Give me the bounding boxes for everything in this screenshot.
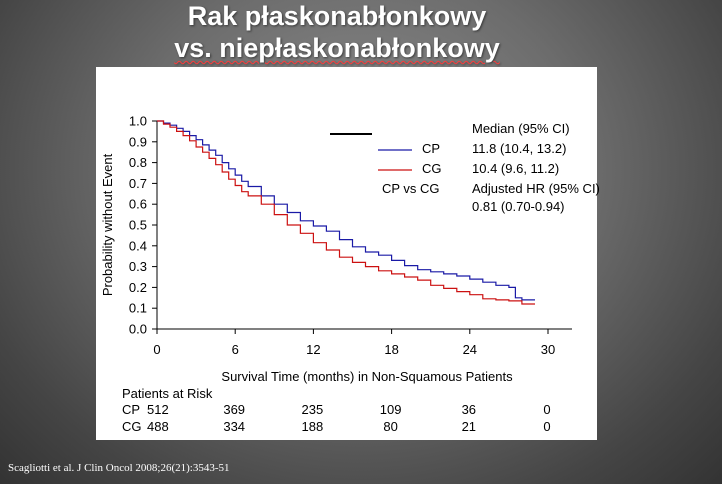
y-tick-label: 0.7 bbox=[129, 176, 147, 191]
legend-cg-name: CG bbox=[422, 161, 442, 176]
slide-title-line1-text: Rak płaskonabłonkowy bbox=[187, 1, 487, 31]
risk-row-label: CG bbox=[122, 419, 142, 434]
risk-cell: 488 bbox=[147, 419, 169, 434]
risk-cell: 36 bbox=[462, 402, 476, 417]
x-tick-label: 0 bbox=[153, 342, 160, 357]
citation: Scagliotti et al. J Clin Oncol 2008;26(2… bbox=[8, 462, 230, 474]
y-tick-label: 0.9 bbox=[129, 134, 147, 149]
y-tick-label: 0.0 bbox=[129, 322, 147, 337]
y-tick-label: 0.4 bbox=[129, 238, 147, 253]
risk-cell: 21 bbox=[462, 419, 476, 434]
risk-cell: 235 bbox=[302, 402, 324, 417]
y-tick-label: 0.3 bbox=[129, 259, 147, 274]
risk-cell: 334 bbox=[223, 419, 245, 434]
risk-cell: 0 bbox=[543, 402, 550, 417]
legend-hr-header: Adjusted HR (95% CI) bbox=[472, 181, 600, 196]
risk-cell: 0 bbox=[543, 419, 550, 434]
risk-table-header: Patients at Risk bbox=[122, 386, 213, 401]
x-tick-label: 18 bbox=[384, 342, 398, 357]
legend-median-header: Median (95% CI) bbox=[472, 121, 570, 136]
series-line-cg bbox=[157, 120, 535, 305]
y-tick-label: 0.6 bbox=[129, 197, 147, 212]
chart-panel bbox=[96, 67, 597, 440]
legend-cp-name: CP bbox=[422, 141, 440, 156]
risk-row-label: CP bbox=[122, 402, 140, 417]
y-tick-label: 1.0 bbox=[129, 114, 147, 129]
risk-cell: 188 bbox=[302, 419, 324, 434]
risk-cell: 512 bbox=[147, 402, 169, 417]
x-tick-label: 24 bbox=[463, 342, 477, 357]
slide-title-line2-text: vs. niepłaskonabłonkowy bbox=[174, 33, 500, 63]
slide-title-line1: Rak płaskonabłonkowy bbox=[0, 1, 674, 32]
legend-cg-median: 10.4 (9.6, 11.2) bbox=[472, 161, 559, 176]
y-axis-label: Probability without Event bbox=[100, 153, 115, 296]
slide-title-line2: vs. niepłaskonabłonkowy bbox=[0, 33, 674, 64]
x-tick-label: 30 bbox=[541, 342, 555, 357]
x-tick-label: 6 bbox=[232, 342, 239, 357]
series-line-cp bbox=[157, 120, 535, 301]
x-axis-label: Survival Time (months) in Non-Squamous P… bbox=[221, 369, 513, 384]
legend-comparison-label: CP vs CG bbox=[382, 181, 440, 196]
risk-cell: 369 bbox=[223, 402, 245, 417]
y-tick-label: 0.5 bbox=[129, 218, 147, 233]
y-tick-label: 0.8 bbox=[129, 155, 147, 170]
legend-cp-median: 11.8 (10.4, 13.2) bbox=[472, 141, 566, 156]
y-tick-label: 0.1 bbox=[129, 301, 147, 316]
y-tick-label: 0.2 bbox=[129, 280, 147, 295]
risk-cell: 80 bbox=[383, 419, 397, 434]
x-tick-label: 12 bbox=[306, 342, 320, 357]
legend-hr-value: 0.81 (0.70-0.94) bbox=[472, 199, 565, 214]
risk-cell: 109 bbox=[380, 402, 402, 417]
